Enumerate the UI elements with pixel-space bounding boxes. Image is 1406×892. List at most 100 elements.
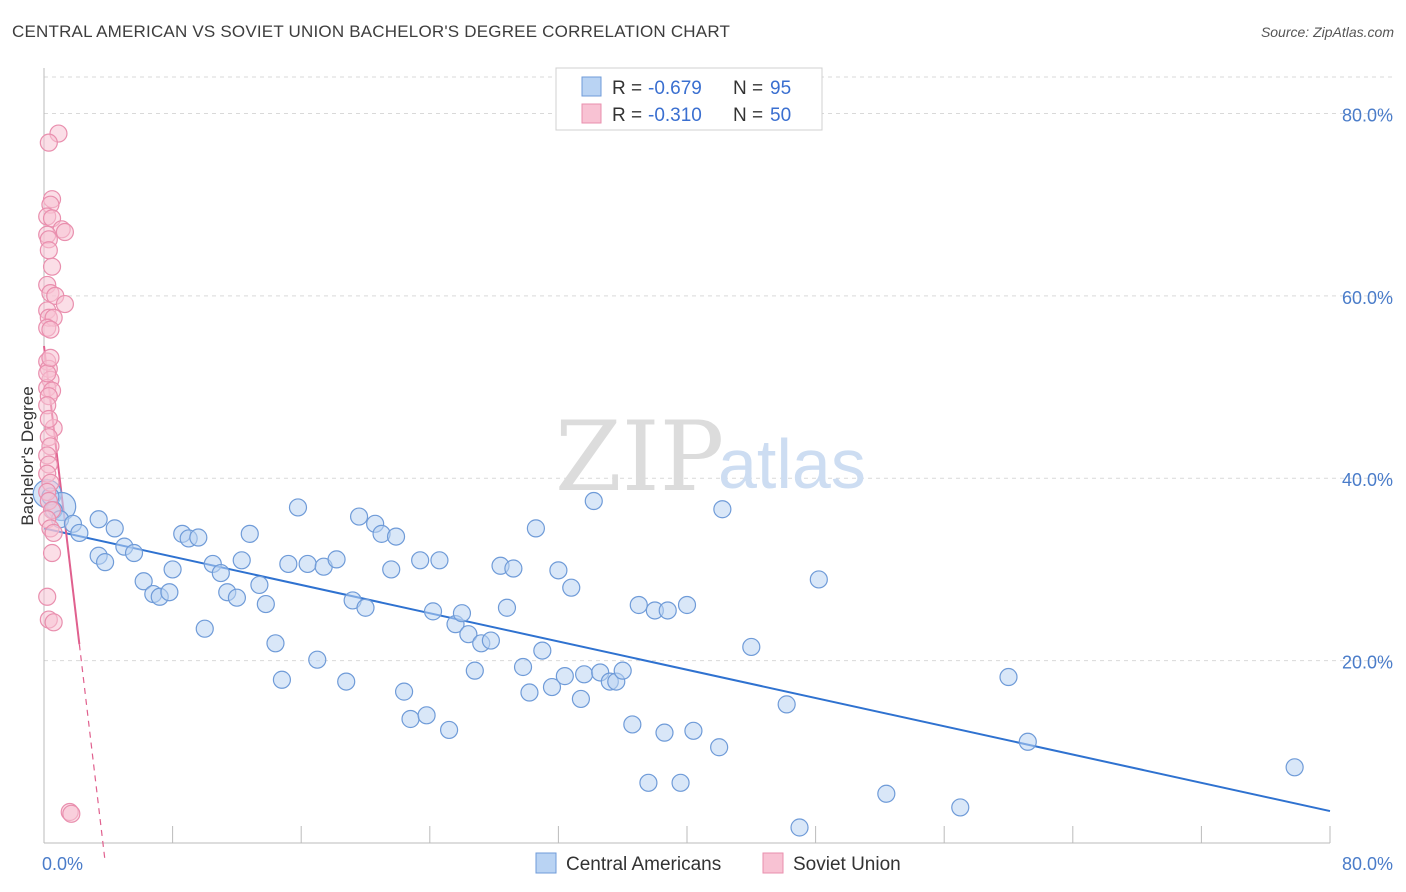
point-blue-30 (279, 554, 298, 574)
point-blue-86 (742, 637, 761, 657)
point-blue-80 (658, 601, 677, 620)
source-label: Source: ZipAtlas.com (1260, 24, 1394, 40)
point-blue-69 (575, 665, 594, 684)
point-blue-68 (571, 689, 591, 709)
point-blue-79 (655, 723, 674, 742)
point-blue-42 (382, 560, 401, 579)
point-blue-18 (189, 528, 208, 547)
y-axis-label: Bachelor's Degree (18, 386, 37, 525)
trend-line-pink-extension (78, 644, 106, 862)
bottom-legend-swatch-pink (762, 852, 784, 874)
point-blue-44 (394, 682, 414, 701)
point-blue-54 (465, 661, 484, 680)
bottom-legend-swatch-blue (535, 852, 557, 874)
point-pink-48 (41, 348, 60, 367)
point-blue-43 (386, 527, 406, 546)
legend-n-value-2: 50 (770, 105, 791, 126)
point-pink-7 (55, 222, 74, 242)
point-blue-35 (327, 550, 346, 569)
watermark-atlas: atlas (718, 425, 866, 503)
point-blue-84 (710, 738, 729, 757)
point-blue-85 (713, 500, 732, 519)
point-blue-50 (439, 720, 459, 740)
y-tick-label-0: 20.0% (1342, 653, 1393, 673)
legend-n-label-1: N = (733, 78, 763, 99)
point-blue-6 (105, 519, 124, 538)
point-blue-74 (613, 661, 632, 680)
y-tick-labels: 20.0% 40.0% 60.0% 80.0% (1342, 105, 1393, 672)
point-blue-91 (951, 798, 970, 817)
point-blue-59 (504, 559, 523, 578)
point-blue-61 (520, 683, 539, 702)
point-blue-11 (134, 572, 153, 591)
point-pink-42 (44, 613, 63, 632)
point-blue-52 (452, 604, 472, 623)
point-blue-56 (481, 631, 500, 650)
x-tick-label-1: 80.0% (1342, 854, 1393, 874)
chart-title: CENTRAL AMERICAN VS SOVIET UNION BACHELO… (12, 22, 731, 41)
point-blue-4 (70, 523, 89, 543)
point-blue-28 (266, 634, 285, 653)
point-blue-38 (349, 507, 369, 526)
y-tick-label-1: 40.0% (1342, 470, 1393, 490)
point-blue-63 (533, 641, 552, 660)
point-blue-31 (288, 498, 308, 517)
point-pink-14 (55, 294, 74, 314)
point-pink-46 (39, 409, 58, 429)
legend-r-value-1: -0.679 (648, 78, 702, 99)
point-blue-27 (256, 594, 275, 614)
point-blue-21 (211, 563, 230, 583)
y-tick-label-2: 60.0% (1342, 288, 1393, 308)
point-blue-49 (430, 551, 449, 570)
point-blue-87 (777, 695, 796, 714)
legend-n-value-1: 95 (770, 78, 791, 99)
point-blue-24 (232, 551, 251, 570)
point-blue-70 (584, 491, 603, 511)
point-blue-29 (272, 670, 292, 689)
point-blue-23 (227, 588, 246, 607)
x-tick-label-0: 0.0% (42, 854, 83, 874)
point-blue-62 (526, 519, 545, 538)
point-blue-15 (163, 560, 182, 579)
point-blue-47 (417, 706, 436, 725)
point-blue-58 (497, 598, 517, 617)
bottom-legend-label-1: Central Americans (566, 854, 721, 875)
point-pink-1 (39, 133, 58, 152)
point-blue-88 (790, 818, 809, 837)
legend-r-value-2: -0.310 (648, 105, 702, 126)
y-tick-label-3: 80.0% (1342, 105, 1393, 125)
point-pink-49 (39, 241, 58, 260)
point-blue-45 (401, 709, 420, 729)
legend-r-label-1: R = (612, 78, 642, 99)
point-blue-93 (1018, 732, 1037, 751)
bottom-legend-label-2: Soviet Union (793, 854, 901, 875)
point-pink-47 (38, 364, 57, 383)
point-blue-39 (356, 598, 375, 617)
legend-swatch-blue (581, 76, 602, 97)
point-blue-81 (671, 773, 690, 792)
point-pink-10 (42, 257, 62, 276)
point-blue-76 (629, 595, 648, 615)
point-blue-48 (423, 602, 443, 621)
point-blue-83 (684, 721, 703, 740)
point-blue-53 (459, 625, 478, 644)
point-blue-67 (562, 578, 581, 597)
point-blue-66 (555, 667, 574, 686)
point-pink-19 (41, 320, 60, 339)
point-blue-64 (542, 677, 562, 697)
point-blue-75 (623, 715, 642, 734)
watermark-zip: ZIP (555, 401, 724, 513)
point-blue-32 (298, 554, 317, 574)
point-blue-94 (1285, 758, 1304, 777)
legend-swatch-pink (581, 103, 602, 124)
point-blue-77 (639, 773, 658, 792)
point-blue-5 (89, 510, 108, 529)
point-pink-40 (42, 543, 62, 563)
legend-r-label-2: R = (612, 105, 642, 126)
legend-n-label-2: N = (733, 105, 763, 126)
point-blue-36 (337, 672, 356, 691)
point-blue-10 (124, 543, 144, 563)
legend-box: R = -0.679 N = 95 R = -0.310 N = 50 (555, 67, 823, 131)
x-tick-labels: 0.0% 80.0% (42, 854, 1393, 874)
point-blue-65 (549, 561, 568, 580)
